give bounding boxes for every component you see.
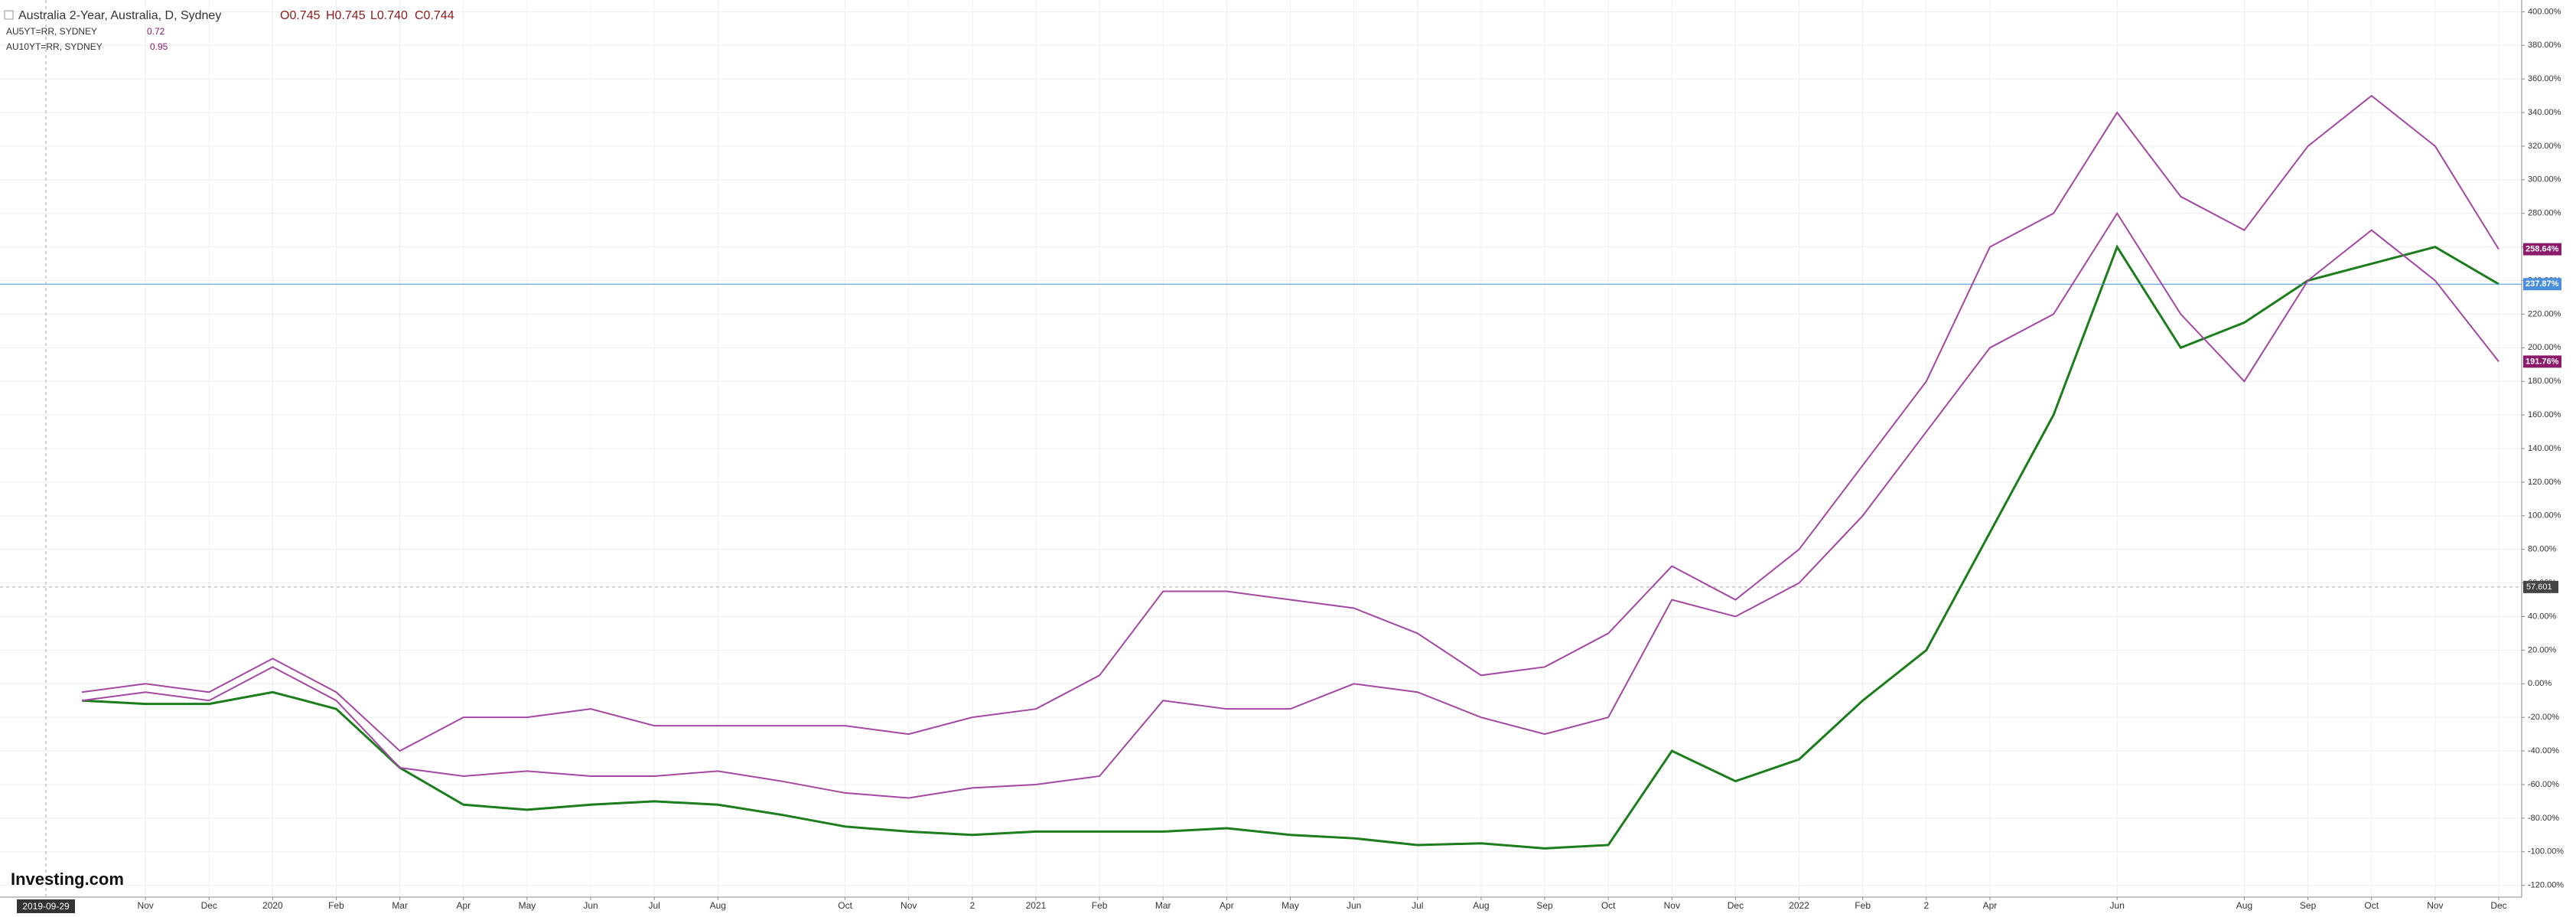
series-line [81,211,2499,799]
y-tick-label: -120.00% [2528,881,2564,890]
y-tick-label: 100.00% [2528,511,2561,521]
series-line [81,244,2499,850]
y-tick-label: -100.00% [2528,847,2564,857]
legend-low: L0.740 [370,9,408,22]
x-tick-label: 2022 [1789,900,1809,911]
x-start-label: 2019-09-29 [22,901,70,912]
x-tick-label: 2020 [262,900,283,911]
x-tick-label: 2 [1923,900,1929,911]
x-tick-label: Jun [1347,900,1361,911]
plot [0,94,2522,850]
x-tick-label: Nov [1664,900,1680,911]
x-tick-label: Nov [2427,900,2443,911]
x-tick-label: Aug [2236,900,2252,911]
x-tick-label: May [1281,900,1299,911]
x-tick-label: Oct [2364,900,2379,911]
y-tick-label: 0.00% [2528,679,2552,688]
logo: Investing.com [11,870,124,889]
y-tick-label: -20.00% [2528,713,2559,722]
x-tick-label: Nov [137,900,153,911]
y-tick-label: 180.00% [2528,377,2561,386]
x-tick-label: Aug [1473,900,1489,911]
x-tick-label: Feb [1092,900,1108,911]
x-tick-label: Jun [583,900,598,911]
y-tick-label: 120.00% [2528,478,2561,487]
y-tick-label: 40.00% [2528,612,2557,621]
y-tick-label: 400.00% [2528,7,2561,16]
y-tick-label: 220.00% [2528,309,2561,318]
collapse-icon[interactable] [4,10,14,20]
x-tick-label: Aug [710,900,726,911]
last-value-label: 258.64% [2526,245,2559,254]
y-tick-label: 20.00% [2528,645,2557,654]
x-tick-label: Jun [2110,900,2125,911]
x-tick-label: Mar [1155,900,1171,911]
last-value-box [2523,243,2561,256]
x-tick-label: 2021 [1026,900,1047,911]
y-tick-label: 320.00% [2528,142,2561,151]
legend-close: C0.744 [415,9,454,22]
crosshair-label: 57.601 [2526,583,2552,592]
legend-value: 0.95 [150,41,168,52]
y-tick-label: 200.00% [2528,343,2561,352]
y-tick-label: 360.00% [2528,74,2561,83]
y-tick-label: 300.00% [2528,175,2561,184]
x-tick-label: Dec [201,900,217,911]
y-tick-label: 380.00% [2528,41,2561,50]
last-value-label: 191.76% [2526,357,2559,366]
last-value-label: 237.87% [2526,279,2559,289]
x-tick-label: Sep [2300,900,2317,911]
x-tick-label: Feb [1855,900,1871,911]
x-tick-label: Oct [838,900,852,911]
x-tick-label: Feb [328,900,344,911]
legend: Australia 2-Year, Australia, D, Sydney O… [4,9,454,52]
date-highlight [17,899,75,913]
x-tick-label: Apr [456,900,471,911]
legend-series: AU5YT=RR, SYDNEY [6,26,97,37]
x-tick-label: May [519,900,536,911]
y-tick-label: -60.00% [2528,780,2559,789]
last-value-box [2523,355,2561,368]
crosshair-label-box [2523,580,2558,593]
y-tick-label: 280.00% [2528,209,2561,218]
axes: 400.00% 380.00% 360.00% 340.00% 320.00% 300.0… [137,7,2564,911]
legend-title: Australia 2-Year, Australia, D, Sydney [18,9,221,22]
legend-high: H0.745 [326,9,366,22]
legend-open: O0.745 [280,9,321,22]
x-tick-label: Mar [392,900,408,911]
series-line [81,94,2499,752]
x-tick-label: Dec [2490,900,2506,911]
y-tick-label: -40.00% [2528,746,2559,755]
x-tick-label: Jul [1412,900,1423,911]
x-tick-label: Apr [1983,900,1998,911]
y-tick-label: 140.00% [2528,444,2561,453]
last-value-box [2523,278,2561,291]
legend-series: AU10YT=RR, SYDNEY [6,41,103,52]
x-tick-label: Nov [900,900,917,911]
x-tick-label: Apr [1220,900,1234,911]
x-tick-label: Oct [1601,900,1616,911]
x-tick-label: Dec [1728,900,1744,911]
y-tick-label: 80.00% [2528,545,2557,554]
legend-value: 0.72 [147,26,165,37]
y-tick-label: -80.00% [2528,814,2559,823]
x-tick-label: 2 [969,900,975,911]
x-tick-label: Sep [1536,900,1553,911]
x-tick-label: Jul [649,900,660,911]
y-tick-label: 160.00% [2528,410,2561,419]
grid [0,0,2522,897]
y-tick-label: 340.00% [2528,108,2561,117]
